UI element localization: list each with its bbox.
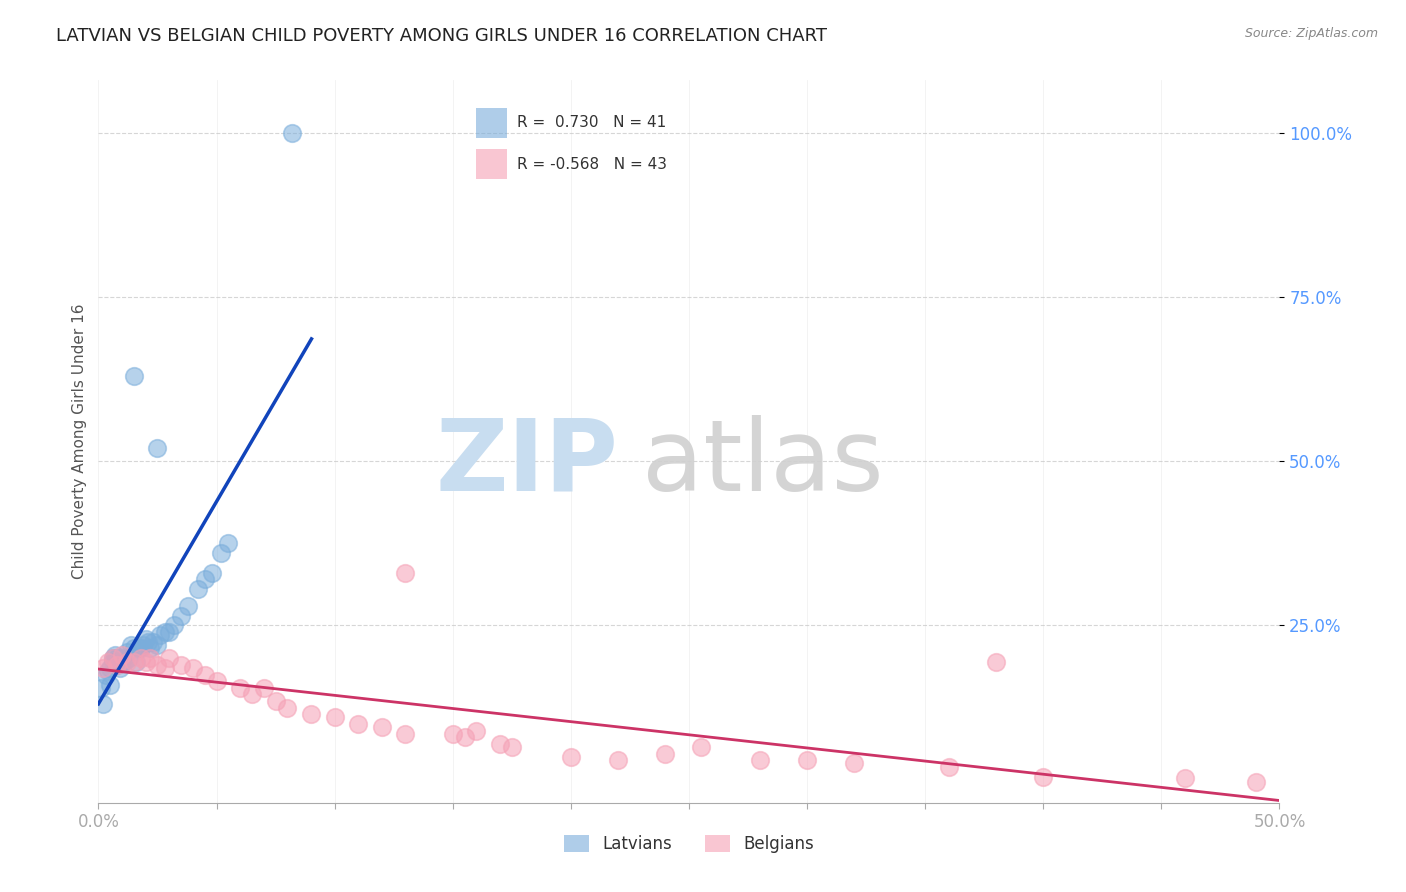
Text: LATVIAN VS BELGIAN CHILD POVERTY AMONG GIRLS UNDER 16 CORRELATION CHART: LATVIAN VS BELGIAN CHILD POVERTY AMONG G… — [56, 27, 827, 45]
Point — [97, 655, 120, 669]
Point — [115, 655, 138, 669]
Point — [170, 657, 193, 672]
Point — [217, 536, 239, 550]
Point — [394, 566, 416, 580]
Point — [105, 657, 128, 672]
Point — [209, 546, 232, 560]
Point — [748, 753, 770, 767]
Point — [201, 566, 224, 580]
Point — [1244, 774, 1267, 789]
Point — [111, 648, 134, 662]
Point — [139, 651, 162, 665]
Point — [501, 739, 523, 754]
Point — [146, 657, 169, 672]
Point — [281, 126, 304, 140]
Point — [146, 441, 169, 455]
Point — [121, 638, 143, 652]
Point — [98, 677, 121, 691]
Point — [104, 655, 127, 669]
Point — [157, 651, 180, 665]
Point — [984, 655, 1007, 669]
Point — [122, 655, 145, 669]
Point — [94, 667, 117, 681]
Point — [170, 608, 193, 623]
Point — [240, 687, 263, 701]
Point — [122, 641, 145, 656]
Point — [205, 674, 228, 689]
Point — [453, 730, 475, 744]
Point — [229, 681, 252, 695]
Point — [163, 618, 186, 632]
Point — [441, 727, 464, 741]
Point — [489, 737, 512, 751]
Point — [115, 645, 138, 659]
Point — [299, 707, 322, 722]
Point — [91, 698, 114, 712]
Point — [157, 625, 180, 640]
Point — [1174, 771, 1197, 785]
Point — [101, 651, 124, 665]
Point — [371, 720, 394, 734]
Point — [153, 625, 176, 640]
Point — [276, 700, 298, 714]
Point — [194, 667, 217, 681]
Point — [139, 641, 162, 656]
Point — [938, 760, 960, 774]
Point — [1032, 770, 1054, 784]
Point — [98, 661, 121, 675]
Y-axis label: Child Poverty Among Girls Under 16: Child Poverty Among Girls Under 16 — [72, 304, 87, 579]
Point — [187, 582, 209, 597]
Point — [323, 710, 346, 724]
Text: atlas: atlas — [641, 415, 883, 512]
Point — [465, 723, 488, 738]
Text: ZIP: ZIP — [436, 415, 619, 512]
Point — [108, 661, 131, 675]
Point — [654, 747, 676, 761]
Legend: Latvians, Belgians: Latvians, Belgians — [557, 828, 821, 860]
Point — [394, 727, 416, 741]
Point — [91, 661, 114, 675]
Point — [128, 641, 150, 656]
Point — [105, 657, 128, 672]
Point — [90, 681, 112, 695]
Point — [132, 638, 155, 652]
Point — [135, 632, 157, 646]
Point — [689, 739, 711, 754]
Point — [264, 694, 287, 708]
Point — [129, 641, 152, 656]
Point — [177, 599, 200, 613]
Point — [111, 651, 134, 665]
Point — [153, 661, 176, 675]
Point — [181, 661, 204, 675]
Point — [104, 648, 127, 662]
Point — [105, 651, 128, 665]
Point — [844, 756, 866, 771]
Text: Source: ZipAtlas.com: Source: ZipAtlas.com — [1244, 27, 1378, 40]
Point — [97, 665, 120, 679]
Point — [194, 573, 217, 587]
Point — [135, 655, 157, 669]
Point — [118, 651, 141, 665]
Point — [142, 635, 165, 649]
Point — [149, 628, 172, 642]
Point — [560, 749, 582, 764]
Point — [125, 655, 148, 669]
Point — [112, 655, 135, 669]
Point — [796, 753, 818, 767]
Point — [111, 655, 134, 669]
Point — [253, 681, 276, 695]
Point — [146, 638, 169, 652]
Point — [101, 655, 124, 669]
Point — [101, 651, 124, 665]
Point — [122, 368, 145, 383]
Point — [347, 717, 370, 731]
Point — [607, 753, 630, 767]
Point — [136, 635, 159, 649]
Point — [129, 651, 152, 665]
